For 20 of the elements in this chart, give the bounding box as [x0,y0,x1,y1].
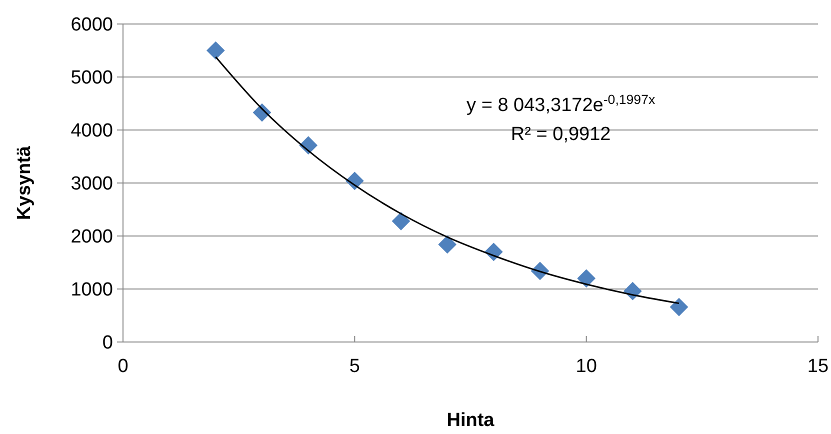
point [206,41,225,60]
x-tick-label: 10 [576,356,597,377]
point [670,298,688,316]
y-tick-label: 4000 [70,120,113,142]
x-axis-title: Hinta [446,410,495,431]
y-tick-label: 0 [102,332,113,354]
x-tick-label: 15 [807,356,829,377]
point [577,269,596,288]
annotation: R² = 0,9912 [510,124,611,145]
y-axis-title: Kysyntä [14,146,35,220]
y-tick-label: 1000 [70,280,113,301]
annotation: y = 8 043,3172e$^{-0,1997x}$ [466,92,656,116]
point [392,212,410,230]
x-tick-label: 5 [349,356,360,377]
x-tick-label: 0 [118,356,128,377]
y-tick-label: 6000 [70,14,113,36]
point [438,235,457,254]
y-tick-label: 2000 [70,226,113,248]
y-tick-label: 5000 [70,68,113,89]
y-tick-label: 3000 [70,174,113,195]
